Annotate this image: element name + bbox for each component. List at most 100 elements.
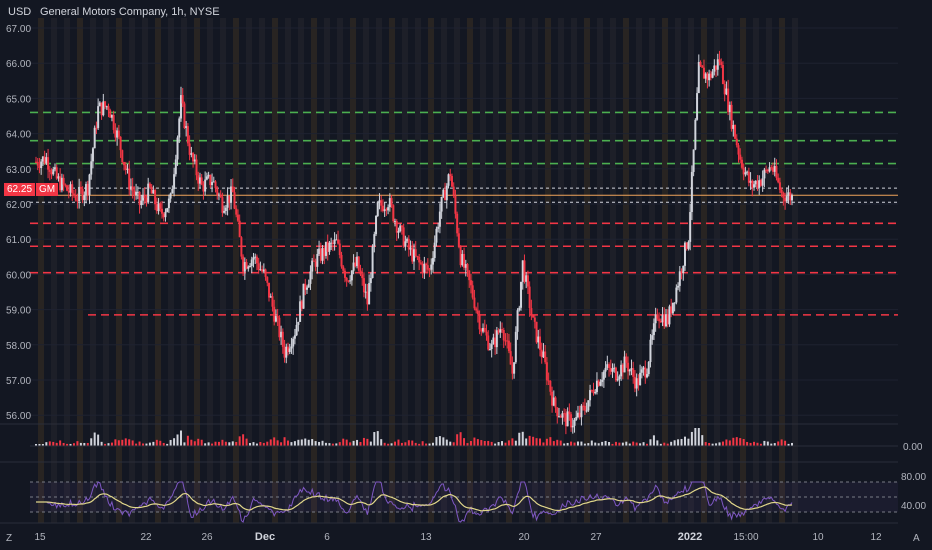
histogram-bar: [687, 439, 689, 446]
histogram-bar: [753, 442, 755, 446]
price-tick-label: 64.00: [6, 130, 31, 141]
session-band: [64, 18, 70, 523]
candle-body: [158, 203, 160, 211]
candle-body: [644, 367, 646, 377]
candle-body: [546, 362, 548, 380]
session-band: [753, 18, 759, 523]
histogram-bar: [221, 440, 223, 446]
candle-body: [467, 264, 469, 271]
histogram-bar: [280, 442, 282, 446]
candle-body: [130, 186, 132, 189]
candle-body: [729, 105, 731, 112]
histogram-bar: [183, 442, 185, 446]
candle-body: [636, 378, 638, 388]
histogram-bar: [608, 442, 610, 446]
auto-scale-button[interactable]: Z: [6, 533, 12, 544]
candle-body: [299, 301, 301, 322]
candle-body: [496, 330, 498, 347]
candle-body: [494, 338, 496, 348]
candle-body: [584, 406, 586, 411]
candle-body: [40, 162, 42, 168]
histogram-bar: [318, 442, 320, 446]
candle-body: [327, 242, 329, 252]
price-tick-label: 62.00: [6, 200, 31, 211]
histogram-bar: [159, 441, 161, 446]
candle-body: [194, 160, 196, 162]
price-tick-label: 61.00: [6, 235, 31, 246]
candle-body: [788, 192, 790, 196]
price-tag: 62.25 GM: [4, 183, 58, 196]
candle-body: [700, 62, 702, 66]
candle-body: [611, 368, 613, 372]
candle-body: [565, 413, 567, 426]
candle-body: [687, 242, 689, 249]
candle-body: [275, 316, 277, 322]
candle-body: [713, 66, 715, 72]
histogram-bar: [656, 440, 658, 446]
histogram-bar: [463, 438, 465, 446]
candle-body: [271, 296, 273, 306]
session-band: [597, 18, 603, 523]
candle-body: [637, 378, 639, 385]
auto-button[interactable]: A: [913, 533, 920, 544]
histogram-bar: [674, 440, 676, 446]
candle-body: [261, 269, 263, 271]
session-band: [194, 18, 200, 523]
candle-body: [189, 143, 191, 154]
candle-body: [551, 392, 553, 406]
candle-body: [373, 234, 375, 246]
histogram-bar: [577, 442, 579, 446]
candle-body: [755, 181, 757, 184]
candle-body: [472, 285, 474, 297]
session-band: [506, 18, 512, 523]
candle-body: [332, 243, 334, 244]
session-band: [324, 18, 330, 523]
candle-body: [615, 368, 617, 381]
candle-body: [90, 161, 92, 174]
candle-body: [560, 416, 562, 417]
histogram-bar: [601, 442, 603, 446]
histogram-bar: [477, 439, 479, 446]
candle-body: [387, 207, 389, 210]
candle-body: [44, 157, 46, 164]
histogram-bar: [743, 439, 745, 446]
candle-body: [126, 169, 128, 170]
candle-body: [109, 110, 111, 118]
candle-body: [227, 196, 229, 208]
candle-body: [137, 192, 139, 193]
candle-body: [734, 125, 736, 139]
candle-body: [49, 170, 51, 172]
candle-body: [610, 368, 612, 372]
histogram-bar: [556, 440, 558, 446]
candle-body: [530, 308, 532, 315]
candle-body: [629, 370, 631, 372]
session-band: [298, 18, 304, 523]
candle-body: [366, 292, 368, 305]
candle-body: [599, 382, 601, 386]
candle-body: [335, 239, 337, 240]
histogram-bar: [446, 440, 448, 446]
histogram-bar: [618, 443, 620, 446]
candle-body: [442, 190, 444, 197]
histogram-bar: [591, 441, 593, 446]
histogram-bar: [529, 436, 531, 446]
candle-body: [541, 350, 543, 357]
candle-body: [418, 257, 420, 262]
candle-body: [63, 178, 65, 185]
candle-body: [223, 211, 225, 213]
candle-body: [760, 180, 762, 186]
candle-body: [197, 175, 199, 183]
candle-body: [128, 169, 130, 190]
candle-body: [316, 254, 318, 267]
candle-body: [147, 184, 149, 203]
histogram-bar: [152, 442, 154, 446]
candle-body: [377, 202, 379, 216]
time-tick-label: 26: [201, 532, 213, 543]
candle-body: [97, 106, 99, 128]
candle-body: [347, 281, 349, 282]
session-band: [220, 18, 226, 523]
candle-body: [743, 168, 745, 175]
candle-body: [202, 184, 204, 191]
candle-body: [522, 260, 524, 281]
